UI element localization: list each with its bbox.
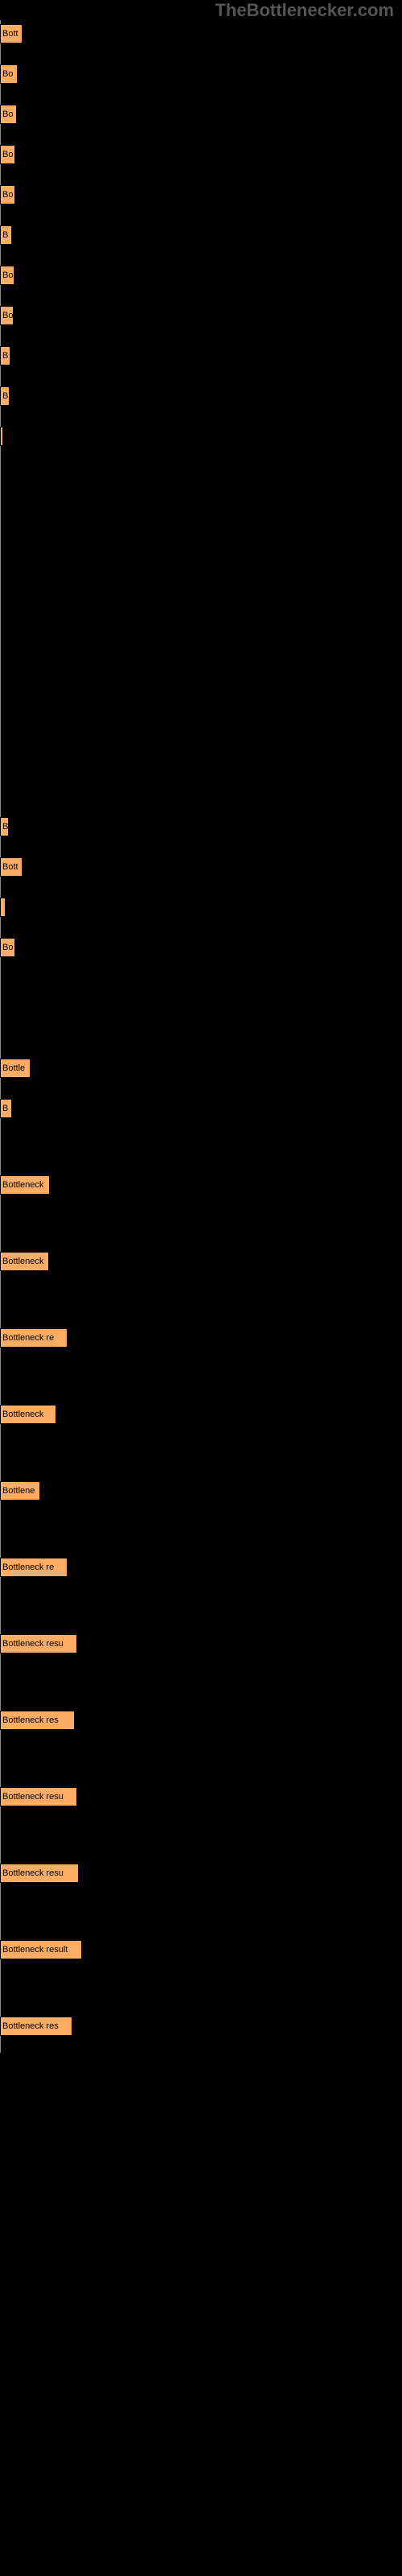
bar-item: B: [0, 225, 12, 245]
bar: Bo: [0, 145, 15, 164]
bar: Bottleneck: [0, 1405, 56, 1424]
bar: Bo: [0, 938, 15, 957]
bar: Bottle: [0, 1059, 31, 1078]
bar-item: Bo: [0, 105, 17, 124]
bar: Bottleneck resu: [0, 1864, 79, 1883]
bar-item: Bo: [0, 64, 18, 84]
bar: B: [0, 386, 10, 406]
bar: Bottleneck: [0, 1175, 50, 1195]
bar: Bo: [0, 105, 17, 124]
bar-item: Bottleneck res: [0, 1711, 75, 1730]
bar-item: B: [0, 817, 9, 836]
bar-item: Bottlene: [0, 1481, 40, 1501]
bar: Bottleneck res: [0, 2017, 72, 2036]
bar: Bottleneck re: [0, 1558, 68, 1577]
bar-item: B: [0, 1099, 12, 1118]
bar: Bott: [0, 857, 23, 877]
bar-item: Bo: [0, 306, 14, 325]
bar-item: Bottleneck resu: [0, 1634, 77, 1653]
bar-item: Bottleneck res: [0, 2017, 72, 2036]
bar: Bottleneck re: [0, 1328, 68, 1348]
bar-item: Bottleneck: [0, 1405, 56, 1424]
bar-item: [0, 427, 3, 446]
bar: [0, 427, 3, 446]
bar: Bottleneck resu: [0, 1787, 77, 1806]
bar-item: Bottleneck result: [0, 1940, 82, 1959]
bar: B: [0, 346, 10, 365]
bar-item: Bottleneck: [0, 1175, 50, 1195]
bar: Bo: [0, 64, 18, 84]
bar: Bottleneck: [0, 1252, 49, 1271]
watermark-text: TheBottlenecker.com: [215, 0, 394, 21]
bar-item: Bottleneck re: [0, 1558, 68, 1577]
bar-item: Bott: [0, 857, 23, 877]
bar-item: Bottleneck resu: [0, 1864, 79, 1883]
bar-item: Bottleneck re: [0, 1328, 68, 1348]
bar: B: [0, 225, 12, 245]
bar-item: Bo: [0, 185, 15, 204]
bar: Bottlene: [0, 1481, 40, 1501]
bar: Bo: [0, 266, 14, 285]
bar: Bo: [0, 185, 15, 204]
bar: Bottleneck resu: [0, 1634, 77, 1653]
bar-item: B: [0, 386, 10, 406]
bar-item: Bo: [0, 266, 14, 285]
bar: B: [0, 817, 9, 836]
bar: Bott: [0, 24, 23, 43]
bar-item: B: [0, 346, 10, 365]
bar: Bo: [0, 306, 14, 325]
bar-item: [0, 898, 6, 917]
bar: Bottleneck result: [0, 1940, 82, 1959]
bar-item: Bo: [0, 938, 15, 957]
bar: [0, 898, 6, 917]
bar-item: Bottleneck: [0, 1252, 49, 1271]
bar-item: Bottleneck resu: [0, 1787, 77, 1806]
bar: Bottleneck res: [0, 1711, 75, 1730]
bar-item: Bottle: [0, 1059, 31, 1078]
bar-item: Bott: [0, 24, 23, 43]
bar: B: [0, 1099, 12, 1118]
bar-item: Bo: [0, 145, 15, 164]
